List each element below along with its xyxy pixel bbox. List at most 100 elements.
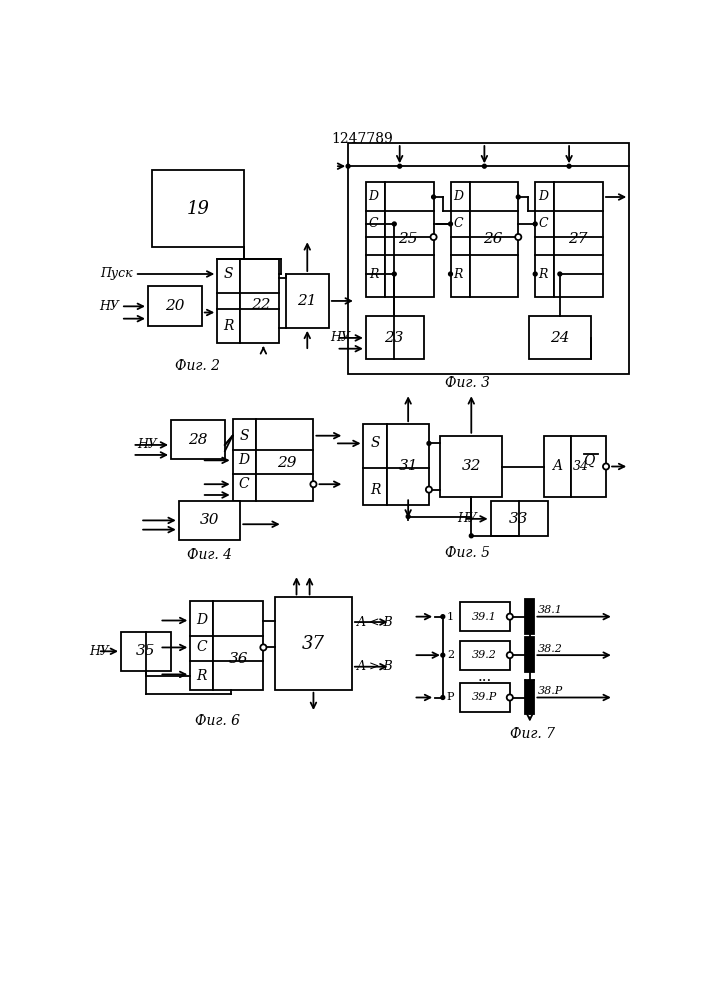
Text: S: S — [240, 429, 249, 443]
Bar — [240, 259, 279, 343]
Text: C: C — [239, 477, 250, 491]
Bar — [554, 182, 603, 297]
Bar — [571, 436, 606, 497]
Text: 39.1: 39.1 — [472, 612, 497, 622]
Circle shape — [426, 487, 432, 493]
Bar — [171, 420, 225, 459]
Circle shape — [260, 644, 267, 651]
Text: Q: Q — [583, 453, 595, 467]
Bar — [525, 637, 534, 672]
Text: R: R — [197, 669, 207, 683]
Text: D: D — [453, 190, 463, 204]
Bar — [387, 424, 429, 505]
Text: R: R — [538, 267, 548, 280]
Bar — [179, 501, 240, 540]
Circle shape — [441, 653, 445, 657]
Text: 1: 1 — [447, 612, 454, 622]
Text: D: D — [368, 190, 378, 204]
Text: 24: 24 — [550, 331, 570, 345]
Text: 38.1: 38.1 — [538, 605, 563, 615]
Text: D: D — [538, 190, 548, 204]
Circle shape — [441, 615, 445, 619]
Text: 2: 2 — [447, 650, 454, 660]
Circle shape — [392, 272, 396, 276]
Circle shape — [603, 463, 609, 470]
Circle shape — [515, 234, 521, 240]
Text: 34: 34 — [573, 460, 589, 473]
Text: Фиг. 3: Фиг. 3 — [445, 376, 490, 390]
Circle shape — [407, 515, 410, 518]
Circle shape — [516, 195, 520, 199]
Bar — [214, 601, 264, 690]
Bar — [348, 143, 629, 374]
Circle shape — [533, 222, 537, 226]
Text: Фиг. 7: Фиг. 7 — [510, 727, 556, 741]
Circle shape — [507, 694, 513, 701]
Text: S: S — [224, 267, 233, 281]
Text: ...: ... — [522, 670, 537, 684]
Bar — [256, 419, 313, 501]
Bar — [529, 316, 590, 359]
Circle shape — [469, 534, 473, 538]
Bar — [469, 182, 518, 297]
Text: 19: 19 — [187, 200, 209, 218]
Bar — [366, 182, 385, 297]
Text: R: R — [369, 267, 378, 280]
Text: 30: 30 — [200, 513, 219, 527]
Text: 35: 35 — [136, 644, 156, 658]
Bar — [233, 419, 256, 501]
Text: НУ: НУ — [457, 512, 477, 525]
Text: R: R — [223, 319, 234, 333]
Bar — [363, 424, 387, 505]
Text: 26: 26 — [483, 232, 503, 246]
Circle shape — [392, 222, 396, 226]
Text: 31: 31 — [399, 460, 418, 474]
Text: C: C — [197, 640, 207, 654]
Text: 25: 25 — [399, 232, 418, 246]
Text: НУ: НУ — [100, 300, 119, 313]
Circle shape — [507, 614, 513, 620]
Text: 37: 37 — [302, 635, 325, 653]
Circle shape — [558, 272, 562, 276]
Text: НУ: НУ — [137, 438, 157, 451]
Bar — [544, 436, 571, 497]
Bar — [152, 170, 244, 247]
Text: Фиг. 6: Фиг. 6 — [194, 714, 240, 728]
Text: Р: Р — [447, 692, 455, 702]
Bar — [148, 286, 201, 326]
Bar — [525, 599, 534, 634]
Text: C: C — [368, 217, 378, 230]
Circle shape — [398, 164, 402, 168]
Text: 39.Р: 39.Р — [472, 692, 497, 702]
Text: Пуск: Пуск — [100, 267, 132, 280]
Text: R: R — [453, 267, 463, 280]
Text: D: D — [238, 453, 250, 467]
Circle shape — [448, 272, 452, 276]
Text: НУ: НУ — [90, 645, 110, 658]
Text: НУ: НУ — [329, 331, 350, 344]
Bar — [525, 680, 534, 714]
Circle shape — [448, 222, 452, 226]
Circle shape — [482, 164, 486, 168]
Text: 22: 22 — [251, 298, 271, 312]
Circle shape — [507, 652, 513, 658]
Text: 38.2: 38.2 — [538, 644, 563, 654]
Text: 36: 36 — [229, 652, 248, 666]
Text: 38.Р: 38.Р — [538, 686, 563, 696]
Text: 20: 20 — [165, 299, 185, 313]
Bar — [275, 597, 352, 690]
Text: C: C — [453, 217, 463, 230]
Circle shape — [427, 441, 431, 445]
Bar — [450, 182, 469, 297]
Bar — [491, 501, 549, 536]
Text: 21: 21 — [298, 294, 317, 308]
Circle shape — [528, 653, 532, 657]
Bar — [121, 632, 171, 671]
Text: S: S — [370, 436, 380, 450]
Circle shape — [533, 272, 537, 276]
Text: A < B: A < B — [357, 616, 394, 629]
Text: 23: 23 — [385, 331, 404, 345]
Text: Фиг. 2: Фиг. 2 — [175, 359, 221, 373]
Bar — [460, 602, 510, 631]
Circle shape — [346, 164, 350, 168]
